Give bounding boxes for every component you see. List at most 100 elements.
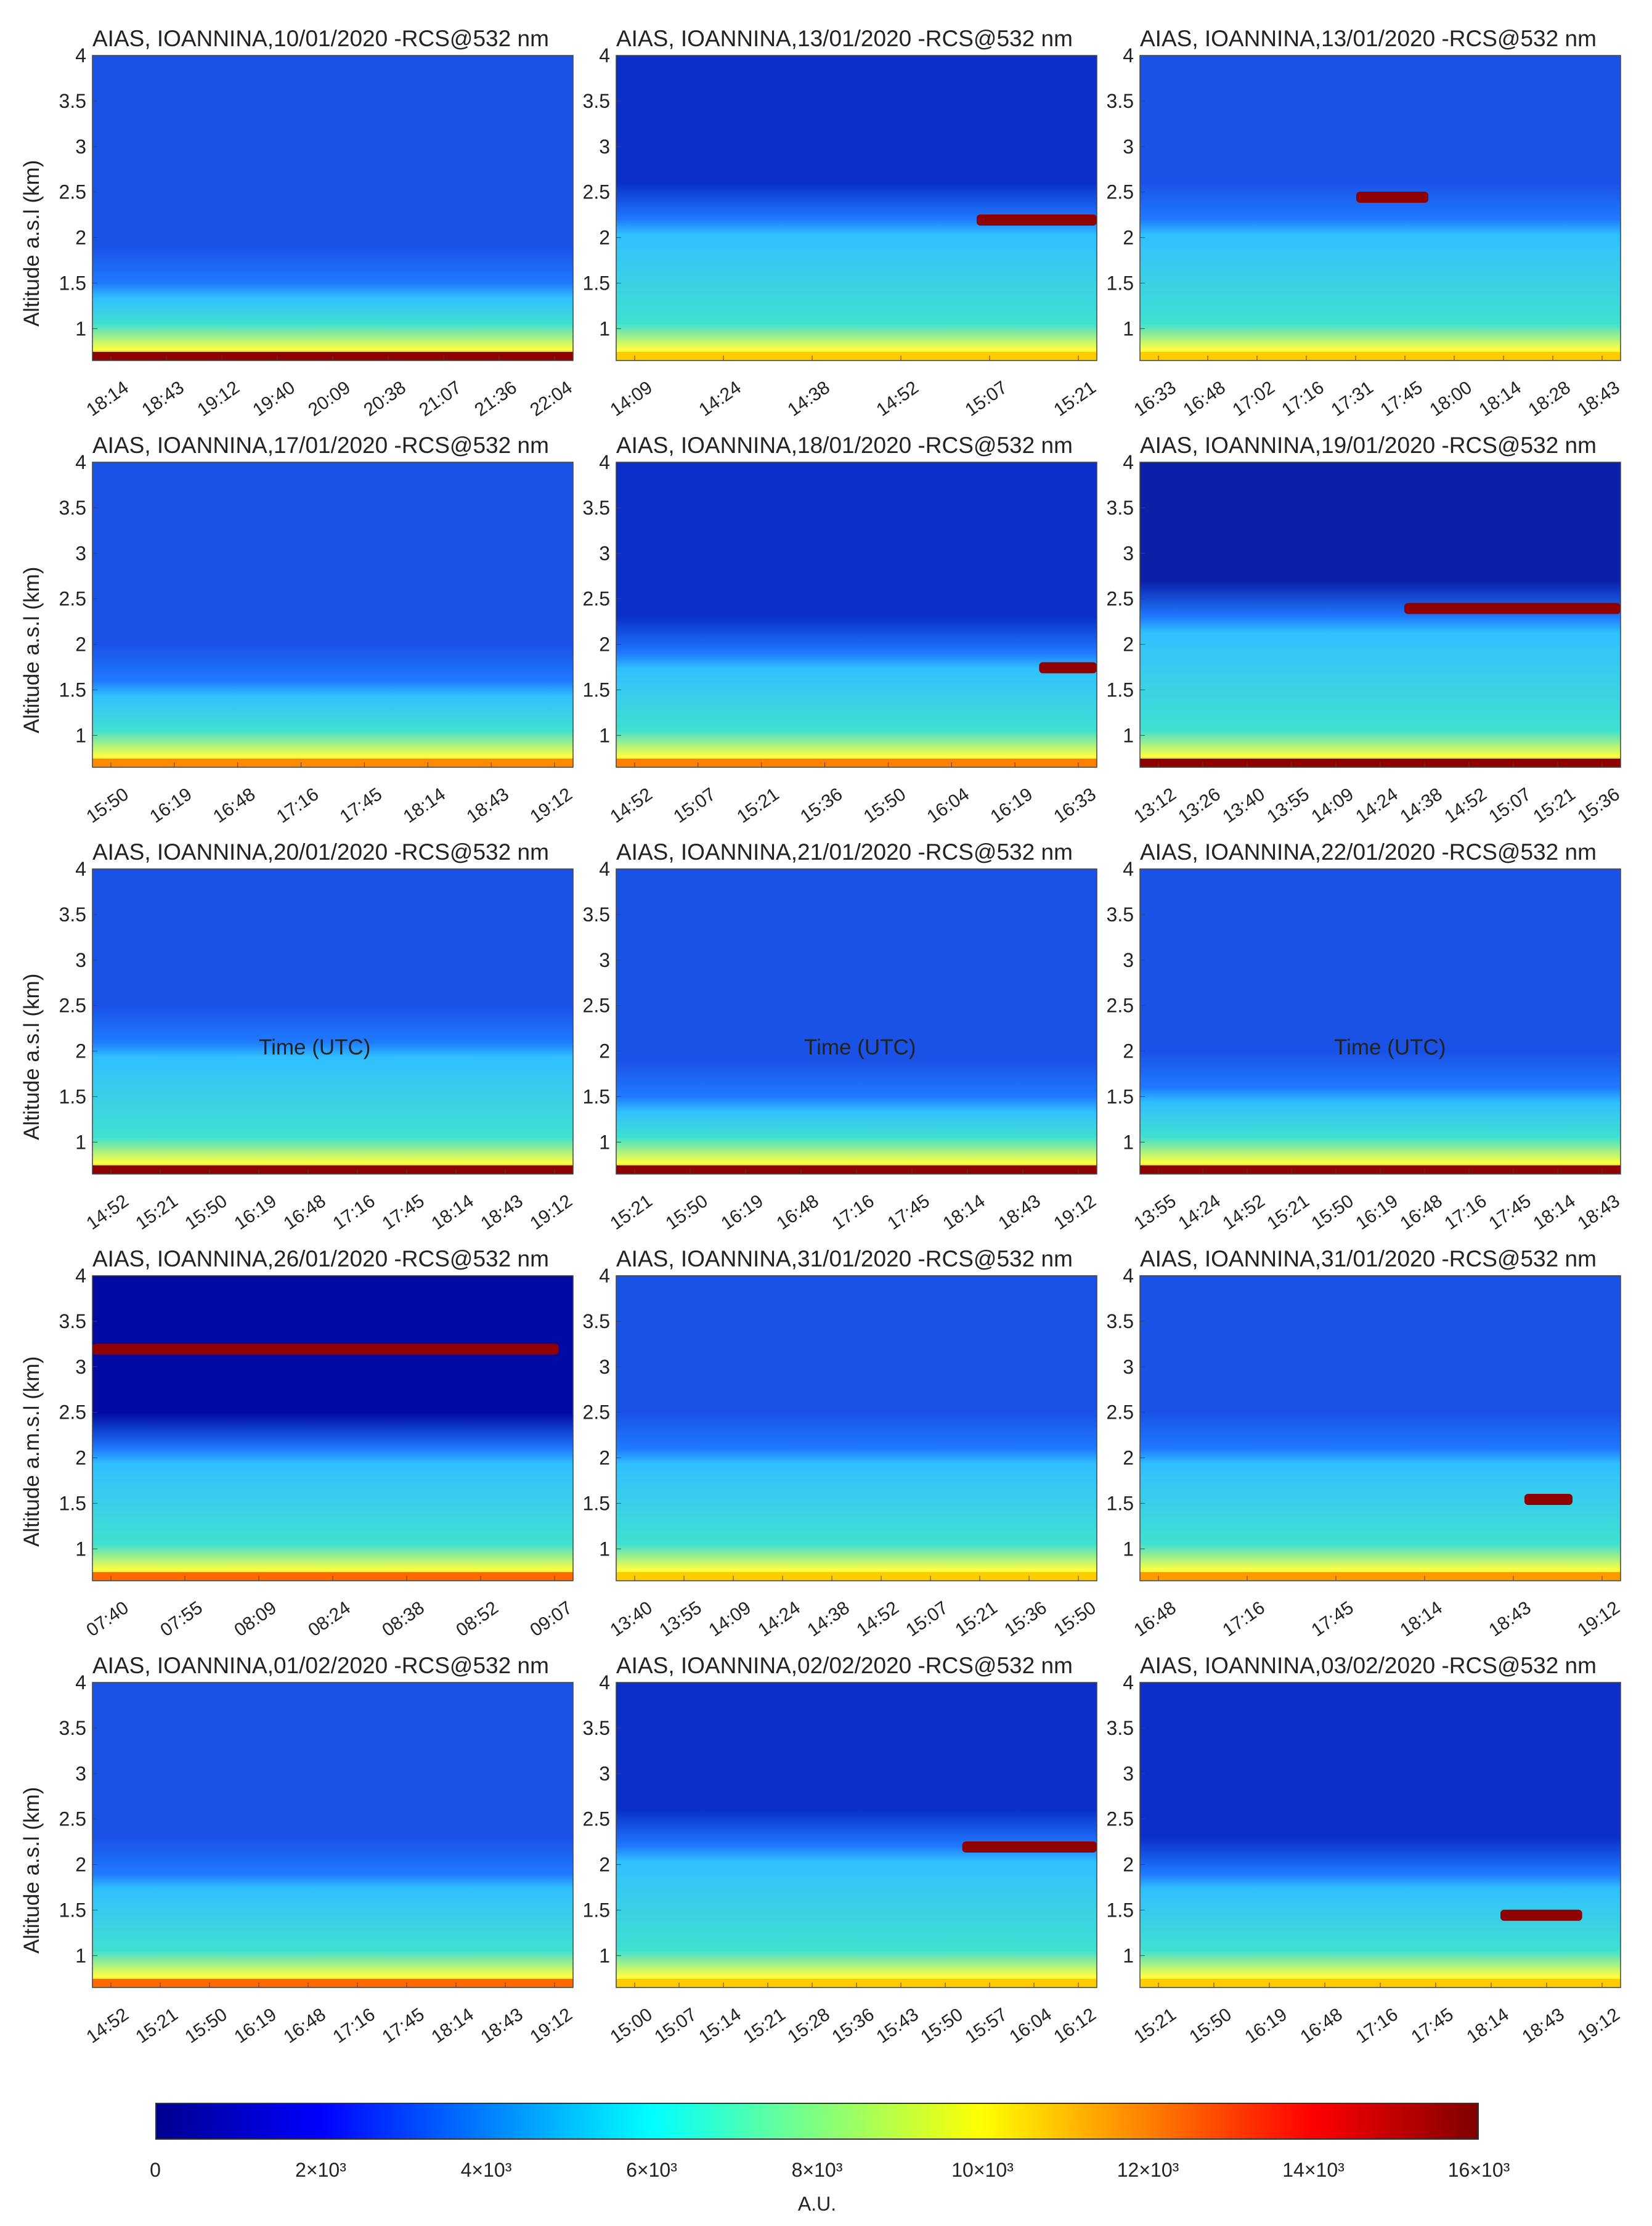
x-tick-label: 15:36 [828,2004,877,2047]
x-tick-label: 18:43 [138,377,187,420]
cloud-layer [1404,603,1621,614]
y-tick-label: 3.5 [59,903,86,926]
y-tick-label: 2.5 [1107,1808,1134,1830]
y-tick-label: 3.5 [583,1717,610,1739]
x-tick-label: 08:24 [304,1597,354,1641]
heatmap-field [1140,55,1621,361]
x-tick-label: 15:21 [132,1191,181,1234]
x-tick-label: 17:45 [1407,2004,1457,2047]
x-tick-label: 18:14 [939,1191,988,1234]
y-tick-label: 4 [75,451,86,473]
x-tick-label: 19:12 [1574,1597,1623,1641]
y-tick-label: 3.5 [59,497,86,519]
x-tick-label: 18:43 [463,784,512,827]
heatmap-plot: 1 1.5 2 2.5 3 3.5 4 13:40 13:55 14:09 14:24 14:38 14… [583,1265,1100,1641]
near-ground-layer [92,759,573,767]
x-tick-label: 15:07 [670,784,719,827]
y-tick-label: 3 [75,1356,86,1378]
colorbar-gradient [155,2103,1479,2140]
colorbar-tick-label: 10×10³ [951,2159,1014,2181]
y-tick-label: 2.5 [583,588,610,610]
x-tick-label: 17:45 [1485,1191,1534,1234]
colorbar [155,2103,1479,2140]
x-tick-label: 18:43 [1574,1191,1623,1234]
x-tick-label: 15:07 [651,2004,700,2047]
x-tick-label: 16:19 [1352,1191,1401,1234]
x-tick-label: 18:28 [1524,377,1574,420]
x-tick-label: 07:55 [157,1597,206,1641]
heatmap-plot: 1 1.5 2 2.5 3 3.5 4 15:21 15:50 16:19 16:48 17:16 17… [583,858,1100,1234]
heatmap-field [616,55,1097,361]
x-tick-label: 15:50 [181,2004,230,2047]
x-tick-label: 17:45 [1308,1597,1357,1641]
chart-title: AIAS, IOANNINA,13/01/2020 -RCS@532 nm [616,26,1073,51]
x-tick-label: 14:38 [1396,784,1446,827]
heatmap-field [616,462,1097,767]
plot-frame [92,1682,574,1988]
x-tick-label: 15:50 [1050,1597,1099,1641]
heatmap-plot: 1 1.5 2 2.5 3 3.5 4 16:33 16:48 17:02 17:16 17:31 17… [1107,44,1624,420]
chart-panel: AIAS, IOANNINA,21/01/2020 -RCS@532 nm 1 1.… [583,838,1134,1245]
chart-title: AIAS, IOANNINA,20/01/2020 -RCS@532 nm [92,839,549,865]
y-tick-label: 3 [1123,136,1134,158]
y-tick-label: 3.5 [1107,1717,1134,1739]
y-tick-label: 1 [75,1538,86,1560]
y-tick-label: 1 [75,317,86,340]
y-tick-label: 3.5 [59,90,86,112]
x-tick-label: 19:40 [249,377,298,420]
x-tick-label: 18:14 [400,784,449,827]
y-tick-label: 2 [1123,1447,1134,1469]
x-tick-label: 18:14 [83,377,132,420]
y-tick-label: 1.5 [583,1492,610,1514]
x-tick-label: 15:36 [1574,784,1623,827]
y-tick-label: 1.5 [1107,1492,1134,1514]
y-tick-label: 1 [599,1131,610,1153]
x-tick-label: 13:40 [1219,784,1268,827]
y-tick-label: 3 [1123,1356,1134,1378]
x-tick-label: 14:38 [804,1597,853,1641]
colorbar-tick-label: 16×10³ [1447,2159,1510,2181]
colorbar-tick-label: 6×10³ [626,2159,677,2181]
chart-title: AIAS, IOANNINA,31/01/2020 -RCS@532 nm [616,1246,1073,1271]
x-tick-label: 13:40 [606,1597,656,1641]
y-tick-label: 3.5 [583,497,610,519]
y-tick-label: 1 [1123,317,1134,340]
chart-title: AIAS, IOANNINA,02/02/2020 -RCS@532 nm [616,1653,1073,1678]
y-tick-label: 1.5 [59,1899,86,1921]
x-tick-label: 16:48 [1179,377,1229,420]
colorbar-tick-label: 2×10³ [295,2159,346,2181]
near-ground-layer [1140,352,1621,361]
x-tick-label: 16:33 [1050,784,1099,827]
chart-title: AIAS, IOANNINA,21/01/2020 -RCS@532 nm [616,839,1073,865]
y-tick-label: 3.5 [1107,90,1134,112]
y-tick-label: 4 [599,1671,610,1694]
heatmap-plot: 1 1.5 2 2.5 3 3.5 4 18:14 18:43 19:12 19:40 20:09 20… [59,44,576,420]
heatmap-plot: 11.522.533.5415:0015:0715:1415:2115:2815… [583,1671,1100,2047]
y-tick-label: 3.5 [1107,497,1134,519]
x-tick-label: 17:31 [1327,377,1377,420]
x-tick-label: 18:14 [1475,377,1524,420]
x-tick-label: 21:36 [471,377,520,420]
y-tick-label: 2.5 [1107,181,1134,203]
x-tick-label: 18:14 [1463,2004,1512,2047]
y-tick-label: 4 [75,1671,86,1694]
x-tick-label: 13:55 [1263,784,1312,827]
colorbar-tick-label: 12×10³ [1117,2159,1179,2181]
y-tick-label: 2 [75,1854,86,1876]
chart-panel: AIAS, IOANNINA,10/01/2020 -RCS@532 nm Alt… [20,25,610,431]
chart-title: AIAS, IOANNINA,01/02/2020 -RCS@532 nm [92,1653,549,1678]
chart-panel: AIAS, IOANNINA,31/01/2020 -RCS@532 nm 1 1.… [583,1245,1134,1652]
x-tick-label: 15:07 [902,1597,951,1641]
heatmap-field [1140,1682,1621,1988]
x-tick-label: 15:21 [1130,2004,1179,2047]
heatmap-plot: 1 1.5 2 2.5 3 3.5 4 07:40 07:55 08:09 08:24 08:38 08… [59,1265,576,1641]
y-tick-label: 1.5 [583,1899,610,1921]
heatmap-plot: 1 1.5 2 2.5 3 3.5 4 14:52 15:07 15:21 15:36 15:50 16… [583,451,1100,827]
x-tick-label: 15:50 [83,784,132,827]
x-axis-label-col3: Time (UTC) [1334,1035,1446,1059]
colorbar-tick-label: 0 [150,2159,161,2181]
x-tick-label: 15:21 [1263,1191,1312,1234]
plot-frame [616,55,1097,361]
